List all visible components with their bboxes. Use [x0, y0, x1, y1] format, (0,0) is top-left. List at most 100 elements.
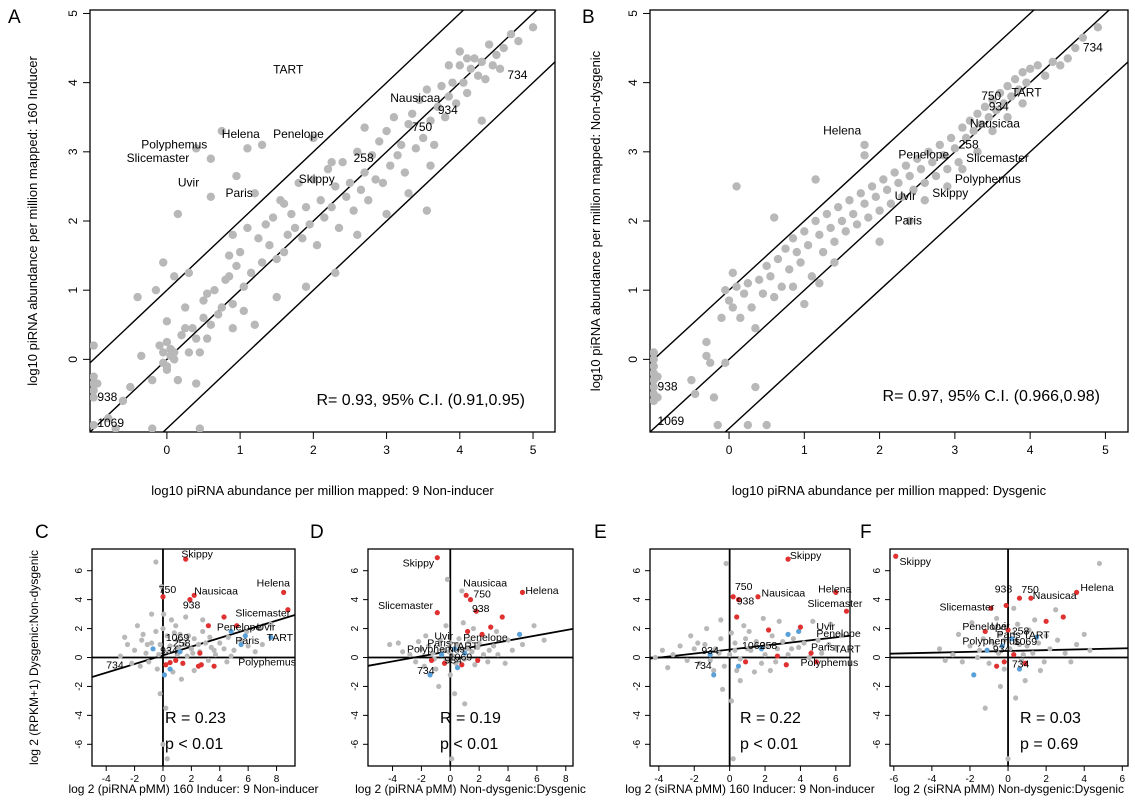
data-point-grey — [160, 625, 166, 632]
data-point-grey — [171, 630, 177, 636]
data-point — [272, 292, 281, 302]
data-point-red — [187, 597, 193, 603]
data-point — [864, 213, 873, 222]
data-point-grey — [723, 560, 729, 567]
point-label-penelope: Penelope — [816, 628, 861, 640]
data-point — [404, 119, 413, 129]
data-point-grey — [1068, 659, 1074, 665]
data-point-grey — [1014, 621, 1021, 627]
panel-a: A 0 1 2 3 4 5 0 1 2 3 4 5 log10 piRNA abundance per m… — [8, 7, 556, 498]
data-point-grey — [156, 652, 162, 658]
data-point — [754, 275, 764, 285]
data-point-red — [730, 594, 736, 600]
data-point-grey — [1054, 637, 1061, 643]
data-point-red — [765, 627, 772, 633]
data-point-blue — [462, 650, 468, 656]
y-tick-label: 6 — [74, 567, 85, 573]
correlation-annotation: R= 0.97, 95% C.I. (0.966,0.98) — [883, 388, 1100, 405]
point-label-slicemaster: Slicemaster — [378, 600, 433, 612]
data-point-grey — [718, 617, 724, 623]
data-point-grey — [502, 660, 508, 666]
regression-line — [368, 627, 573, 667]
data-point-red — [797, 624, 804, 630]
data-point — [155, 341, 164, 350]
data-point — [815, 279, 824, 288]
data-point — [433, 102, 443, 112]
x-tick-label: 0 — [1005, 774, 1011, 785]
panel-b: B 0 1 2 3 4 5 0 1 2 3 4 5 log10 piRNA abundance per m… — [582, 7, 1129, 498]
point-label-750: 750 — [412, 120, 432, 134]
data-point — [992, 106, 1001, 115]
x-tick-label: 6 — [534, 774, 540, 785]
data-point — [747, 303, 756, 312]
panel-letter: D — [310, 522, 324, 543]
point-label-1069: 1069 — [449, 651, 473, 663]
x-axis-label: log10 piRNA abundance per million mapped… — [151, 483, 494, 498]
data-point — [800, 299, 809, 309]
y-tick-label: 4 — [350, 596, 361, 602]
y-tick-label: 2 — [74, 625, 85, 631]
data-point-grey — [446, 649, 452, 655]
y-tick-label: -4 — [74, 710, 85, 719]
point-label-skippy: Skippy — [932, 186, 968, 200]
data-point-grey — [430, 650, 436, 656]
data-point-red — [982, 628, 988, 635]
point-label-1069: 1069 — [97, 416, 124, 430]
data-point-grey — [460, 620, 466, 626]
data-point — [946, 133, 956, 143]
y-tick-label: 1 — [66, 287, 80, 294]
data-point — [224, 272, 234, 281]
data-point-grey — [122, 634, 128, 640]
data-point — [777, 282, 786, 291]
data-point — [484, 40, 494, 49]
data-point — [312, 241, 322, 250]
data-point — [732, 282, 741, 291]
data-point — [327, 202, 336, 212]
point-label-uvir: Uvir — [178, 175, 199, 189]
data-point-grey — [480, 652, 487, 658]
data-point — [920, 178, 929, 188]
data-point — [235, 247, 245, 257]
point-label-helena: Helena — [525, 585, 558, 597]
data-point-grey — [466, 638, 472, 645]
p-value: p < 0.01 — [165, 736, 223, 753]
data-point-grey — [268, 621, 274, 627]
data-point — [470, 54, 479, 63]
point-label-penelope: Penelope — [962, 621, 1007, 633]
data-point-grey — [531, 623, 537, 629]
data-point-grey — [1073, 641, 1080, 648]
data-point-grey — [485, 659, 491, 665]
data-point — [837, 216, 847, 226]
y-tick-label: -6 — [74, 739, 85, 748]
data-point — [93, 379, 102, 388]
point-label-tart: TART — [834, 643, 861, 655]
point-label-slicemaster: Slicemaster — [127, 151, 190, 165]
x-tick-label: 0 — [160, 774, 166, 785]
x-tick-label: 4 — [217, 774, 223, 785]
data-point-red — [191, 592, 197, 598]
data-point-red — [479, 631, 485, 637]
point-label-polyphemus: Polyphemus — [141, 137, 207, 151]
data-point-grey — [465, 646, 471, 652]
data-point — [173, 375, 183, 385]
data-point-grey — [195, 641, 202, 648]
data-point — [792, 247, 801, 257]
data-point-blue — [228, 628, 234, 635]
point-label-nausicaa: Nausicaa — [390, 91, 440, 105]
data-point-red — [281, 589, 287, 596]
data-point — [418, 133, 428, 143]
point-label-734: 734 — [1083, 41, 1103, 55]
point-label-734: 734 — [694, 660, 712, 672]
y-tick-label: 2 — [626, 217, 640, 224]
y-tick-label: 5 — [626, 10, 640, 17]
data-point-grey — [495, 652, 501, 658]
y-tick-label: -6 — [350, 739, 361, 748]
data-point — [239, 306, 248, 316]
data-point — [811, 216, 820, 226]
point-label-938: 938 — [995, 583, 1013, 595]
data-point — [279, 247, 289, 257]
x-tick-label: 0 — [727, 774, 733, 785]
panel-letter: C — [35, 522, 49, 543]
data-point — [159, 258, 168, 267]
